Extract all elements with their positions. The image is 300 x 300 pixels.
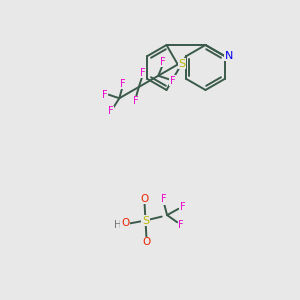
Text: O: O [140,194,149,204]
Text: H: H [114,220,122,230]
Text: F: F [119,79,125,89]
Text: F: F [178,220,184,230]
Text: F: F [102,90,108,100]
Text: F: F [170,76,176,85]
Text: F: F [140,68,145,78]
Text: F: F [180,202,185,212]
Text: S: S [178,58,185,69]
Text: F: F [160,57,165,67]
Text: F: F [161,194,167,205]
Text: O: O [121,218,129,229]
Text: S: S [142,215,149,226]
Text: F: F [108,106,114,116]
Text: O: O [142,237,151,247]
Text: F: F [133,96,139,106]
Text: N: N [225,51,233,61]
